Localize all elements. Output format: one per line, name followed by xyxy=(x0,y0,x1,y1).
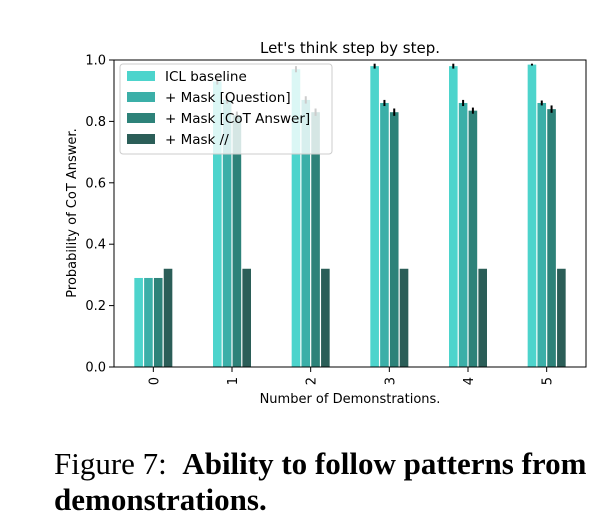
y-tick-label: 0.4 xyxy=(85,238,106,253)
bar xyxy=(153,277,163,367)
chart-title: Let's think step by step. xyxy=(260,39,440,57)
plot-frame xyxy=(113,59,587,368)
bar xyxy=(222,99,232,367)
y-axis-label: Probability of CoT Answer. xyxy=(65,128,80,297)
y-axis: 0.0 0.2 0.4 0.6 0.8 1.0 xyxy=(85,54,114,376)
x-tick-label: 5 xyxy=(541,377,556,385)
bar xyxy=(547,109,556,368)
x-tick-label: 4 xyxy=(462,377,477,385)
bar xyxy=(163,268,173,367)
y-tick-label: 1.0 xyxy=(85,54,106,69)
legend: ICL baseline + Mask [Question] + Mask [CoT… xyxy=(119,63,333,155)
x-tick-label: 2 xyxy=(305,377,320,385)
legend-swatch xyxy=(127,71,155,81)
x-axis-label: Number of Demonstrations. xyxy=(260,392,441,407)
y-tick-label: 0.8 xyxy=(85,115,106,130)
bar xyxy=(527,64,537,367)
bar xyxy=(537,102,547,367)
bar xyxy=(557,268,566,367)
bar xyxy=(370,66,379,367)
bar xyxy=(301,99,311,367)
y-tick-label: 0.6 xyxy=(85,176,106,191)
caption-prefix: Figure 7: xyxy=(54,446,167,481)
bar xyxy=(242,268,251,367)
chart-figure: Let's think step by step. 0.00.20.40.60.… xyxy=(65,39,587,407)
bar xyxy=(144,277,153,367)
bar xyxy=(458,102,468,367)
bar xyxy=(213,81,222,368)
legend-swatch xyxy=(127,134,155,144)
x-tick-label: 0 xyxy=(147,377,162,385)
bar xyxy=(399,268,409,367)
bar xyxy=(380,102,389,367)
legend-swatch xyxy=(127,113,155,123)
legend-box xyxy=(119,63,333,155)
y-tick-label: 0.0 xyxy=(85,361,106,376)
legend-label: + Mask // xyxy=(165,132,229,148)
bar xyxy=(134,277,143,367)
figure-caption: Figure 7: Ability to follow patterns fro… xyxy=(54,446,604,518)
legend-label: + Mask [CoT Answer] xyxy=(165,111,310,127)
bar xyxy=(468,110,478,367)
legend-label: ICL baseline xyxy=(165,69,247,85)
bar xyxy=(478,268,487,367)
x-tick-label: 1 xyxy=(226,377,241,385)
caption-title: Ability to follow patterns from demonstr… xyxy=(54,446,587,517)
bar xyxy=(389,112,399,367)
x-tick-label: 3 xyxy=(383,377,398,385)
y-tick-label: 0.2 xyxy=(85,299,106,314)
bar xyxy=(311,112,320,367)
bar xyxy=(291,69,301,368)
x-axis: 0 1 2 3 4 5 xyxy=(147,367,556,385)
bars-group xyxy=(134,63,566,368)
bar xyxy=(232,115,242,367)
bar xyxy=(321,268,330,367)
legend-label: + Mask [Question] xyxy=(165,90,291,106)
bar xyxy=(449,66,458,367)
legend-swatch xyxy=(127,92,155,102)
